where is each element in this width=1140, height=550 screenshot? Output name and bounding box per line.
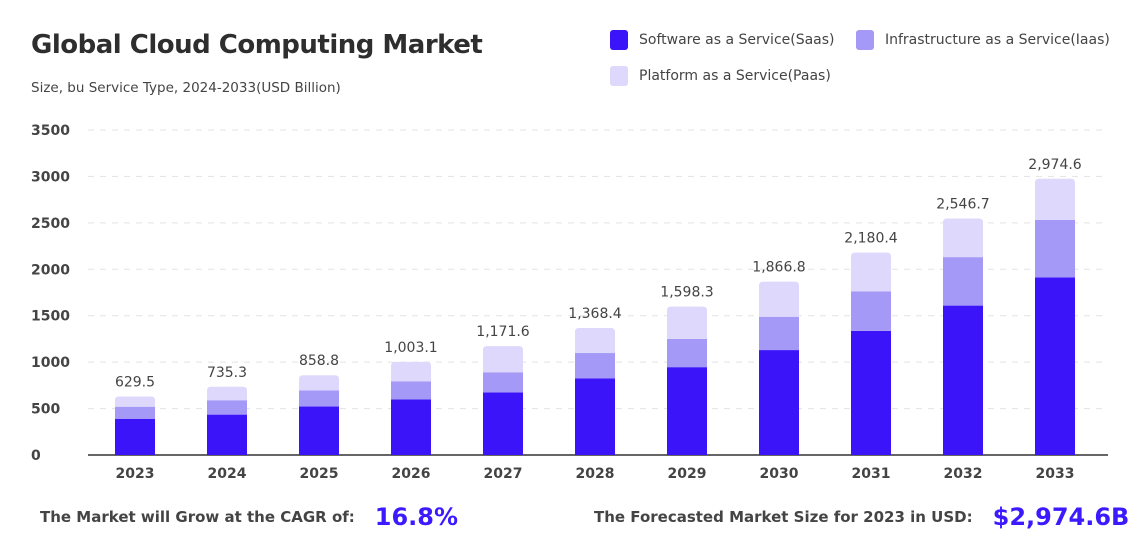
bar-segment-iaas bbox=[483, 372, 523, 393]
bar-segment-paas bbox=[115, 396, 155, 407]
y-tick-label: 500 bbox=[31, 402, 60, 418]
bar-segment-iaas bbox=[207, 400, 247, 415]
x-tick-label: 2023 bbox=[116, 466, 155, 482]
bar-segment-saas bbox=[943, 305, 983, 455]
forecast-label: The Forecasted Market Size for 2023 in U… bbox=[594, 508, 973, 526]
total-data-label: 1,003.1 bbox=[384, 340, 437, 356]
bar-segment-iaas bbox=[667, 338, 707, 368]
bar-segment-saas bbox=[299, 406, 339, 455]
legend-label: Infrastructure as a Service(Iaas) bbox=[885, 32, 1110, 48]
forecast-value: $2,974.6B bbox=[992, 503, 1130, 531]
total-data-label: 2,546.7 bbox=[936, 196, 989, 212]
x-tick-label: 2033 bbox=[1036, 466, 1075, 482]
bar-segment-saas bbox=[1035, 277, 1075, 455]
bar-segment-paas bbox=[943, 218, 983, 258]
bar-segment-paas bbox=[759, 281, 799, 317]
x-tick-label: 2026 bbox=[392, 466, 431, 482]
chart-title: Global Cloud Computing Market bbox=[31, 30, 483, 60]
y-tick-label: 3000 bbox=[31, 169, 70, 185]
chart-subtitle: Size, bu Service Type, 2024-2033(USD Bil… bbox=[31, 80, 341, 96]
bar-segment-paas bbox=[207, 386, 247, 401]
x-tick-label: 2028 bbox=[576, 466, 615, 482]
legend-item-iaas: Infrastructure as a Service(Iaas) bbox=[856, 30, 1110, 50]
y-tick-label: 2000 bbox=[31, 262, 70, 278]
legend-item-saas: Software as a Service(Saas) bbox=[610, 30, 835, 50]
bar-segment-paas bbox=[1035, 178, 1075, 220]
legend-swatch-iaas bbox=[856, 30, 874, 50]
y-tick-label: 2500 bbox=[31, 216, 70, 232]
x-tick-label: 2027 bbox=[484, 466, 523, 482]
cagr-value: 16.8% bbox=[374, 503, 459, 531]
bar-segment-iaas bbox=[759, 316, 799, 351]
bar-segment-paas bbox=[391, 361, 431, 382]
bar-segment-paas bbox=[483, 346, 523, 373]
x-tick-label: 2030 bbox=[760, 466, 799, 482]
total-data-label: 858.8 bbox=[299, 353, 339, 369]
y-tick-label: 1500 bbox=[31, 309, 70, 325]
bar-segment-paas bbox=[299, 375, 339, 391]
cagr-summary: The Market will Grow at the CAGR of: 16.… bbox=[40, 503, 458, 531]
bar-segment-saas bbox=[851, 330, 891, 455]
legend-label: Software as a Service(Saas) bbox=[639, 32, 835, 48]
legend-swatch-paas bbox=[610, 66, 628, 86]
total-data-label: 2,974.6 bbox=[1028, 157, 1082, 173]
bar-segment-paas bbox=[851, 252, 891, 292]
x-tick-label: 2024 bbox=[208, 466, 247, 482]
total-data-label: 1,368.4 bbox=[568, 306, 622, 322]
cagr-label: The Market will Grow at the CAGR of: bbox=[40, 508, 355, 526]
x-tick-label: 2025 bbox=[300, 466, 339, 482]
total-data-label: 1,171.6 bbox=[476, 324, 530, 340]
y-tick-label: 0 bbox=[31, 448, 41, 464]
bar-segment-iaas bbox=[575, 353, 615, 379]
bar-segment-saas bbox=[483, 392, 523, 455]
total-data-label: 735.3 bbox=[207, 365, 247, 381]
forecast-summary: The Forecasted Market Size for 2023 in U… bbox=[594, 503, 1129, 531]
bar-segment-saas bbox=[115, 418, 155, 455]
total-data-label: 2,180.4 bbox=[844, 231, 898, 247]
bar-segment-saas bbox=[759, 350, 799, 455]
total-data-label: 629.5 bbox=[115, 375, 155, 391]
total-data-label: 1,866.8 bbox=[752, 260, 805, 276]
bar-segment-saas bbox=[391, 399, 431, 455]
bar-segment-paas bbox=[667, 306, 707, 339]
bar-segment-iaas bbox=[851, 291, 891, 331]
bar-segment-iaas bbox=[943, 257, 983, 306]
legend-swatch-saas bbox=[610, 30, 628, 50]
x-tick-label: 2032 bbox=[944, 466, 983, 482]
total-data-label: 1,598.3 bbox=[660, 285, 713, 301]
bar-segment-saas bbox=[575, 378, 615, 455]
bar-segment-iaas bbox=[391, 381, 431, 400]
bar-segment-saas bbox=[207, 414, 247, 455]
legend-item-paas: Platform as a Service(Paas) bbox=[610, 66, 831, 86]
bar-segment-iaas bbox=[1035, 219, 1075, 278]
y-tick-label: 3500 bbox=[31, 123, 70, 139]
bar-segment-iaas bbox=[299, 390, 339, 407]
bar-segment-iaas bbox=[115, 406, 155, 419]
x-tick-label: 2029 bbox=[668, 466, 707, 482]
x-tick-label: 2031 bbox=[852, 466, 891, 482]
bar-segment-paas bbox=[575, 327, 615, 354]
bar-segment-saas bbox=[667, 367, 707, 455]
y-tick-label: 1000 bbox=[31, 355, 70, 371]
legend-label: Platform as a Service(Paas) bbox=[639, 68, 831, 84]
